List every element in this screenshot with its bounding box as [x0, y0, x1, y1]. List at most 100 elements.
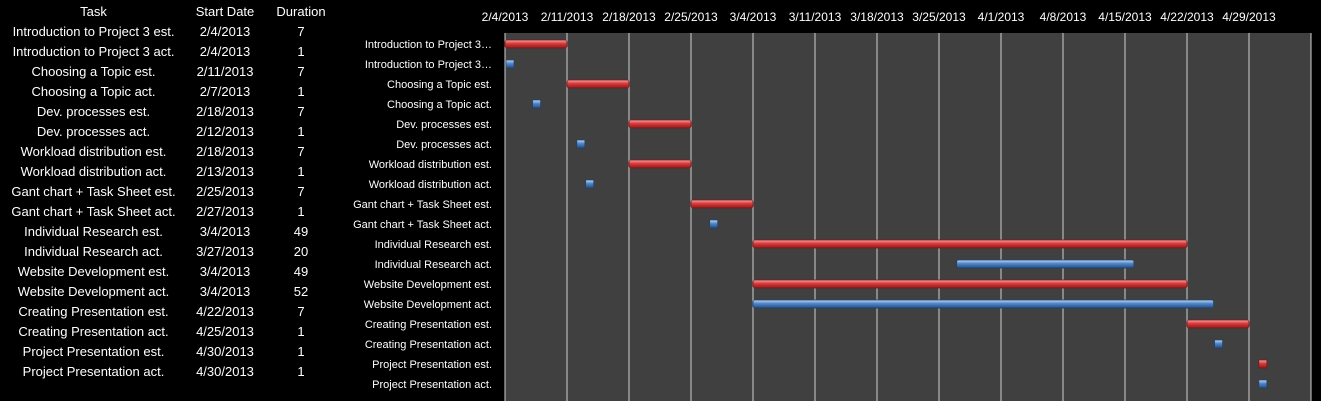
start-date-cell: 2/4/2013: [199, 44, 251, 59]
start-date-cell: 2/12/2013: [196, 124, 254, 139]
category-label: Introduction to Project 3…: [365, 59, 492, 71]
start-date-cell: 4/25/2013: [196, 324, 254, 339]
task-table: Task Start Date Duration Introduction to Pr…: [0, 0, 340, 401]
task-name-cell: Website Development est.: [17, 264, 170, 279]
bar-actual: [532, 99, 541, 109]
category-label: Website Development est.: [364, 279, 492, 291]
duration-cell: 7: [297, 184, 305, 199]
task-name-cell: Choosing a Topic est.: [31, 64, 156, 79]
duration-cell: 7: [297, 104, 305, 119]
bar-estimate: [628, 159, 692, 169]
bar-estimate: [566, 79, 630, 89]
task-name-cell: Introduction to Project 3 act.: [12, 44, 175, 59]
duration-cell: 20: [293, 244, 309, 259]
x-tick-label: 3/18/2013: [850, 10, 904, 24]
category-label: Dev. processes act.: [396, 139, 492, 151]
start-date-cell: 3/4/2013: [199, 264, 251, 279]
task-name-cell: Dev. processes est.: [36, 104, 151, 119]
x-tick-label: 4/29/2013: [1222, 10, 1276, 24]
duration-cell: 1: [297, 364, 305, 379]
bar-actual: [956, 259, 1135, 269]
task-name-cell: Workload distribution act.: [20, 164, 167, 179]
category-label: Gant chart + Task Sheet act.: [353, 219, 492, 231]
category-label: Creating Presentation act.: [365, 339, 492, 351]
start-date-cell: 2/25/2013: [196, 184, 254, 199]
category-label: Individual Research act.: [375, 259, 492, 271]
duration-cell: 1: [297, 84, 305, 99]
start-date-cell: 2/11/2013: [196, 64, 254, 79]
category-label: Project Presentation act.: [372, 379, 492, 391]
task-name-cell: Choosing a Topic act.: [31, 84, 156, 99]
start-date-cell: 4/30/2013: [196, 364, 254, 379]
bar-actual: [585, 179, 595, 189]
task-name-cell: Gant chart + Task Sheet act.: [11, 204, 176, 219]
duration-cell: 7: [297, 144, 305, 159]
duration-cell: 1: [297, 324, 305, 339]
duration-cell: 1: [297, 164, 305, 179]
x-tick-label: 3/4/2013: [730, 10, 777, 24]
duration-cell: 49: [293, 224, 309, 239]
bar-estimate: [1258, 359, 1268, 369]
category-label: Gant chart + Task Sheet est.: [353, 199, 492, 211]
header-start-date: Start Date: [195, 4, 255, 19]
bar-estimate: [504, 39, 568, 49]
task-name-cell: Dev. processes act.: [36, 124, 151, 139]
x-tick-label: 2/4/2013: [482, 10, 529, 24]
task-name-cell: Website Development act.: [17, 284, 170, 299]
x-tick-label: 2/18/2013: [602, 10, 656, 24]
bar-estimate: [752, 279, 1188, 289]
category-label: Workload distribution est.: [369, 159, 492, 171]
bar-actual: [576, 139, 586, 149]
duration-cell: 1: [297, 44, 305, 59]
bar-estimate: [628, 119, 692, 129]
category-label: Project Presentation est.: [372, 359, 492, 371]
start-date-cell: 2/18/2013: [196, 104, 254, 119]
category-label: Choosing a Topic est.: [387, 79, 492, 91]
duration-cell: 1: [297, 344, 305, 359]
start-date-cell: 3/4/2013: [199, 284, 251, 299]
x-tick-label: 4/1/2013: [978, 10, 1025, 24]
category-label: Individual Research est.: [375, 239, 492, 251]
task-name-cell: Gant chart + Task Sheet est.: [11, 184, 176, 199]
x-tick-label: 3/11/2013: [789, 10, 842, 24]
start-date-cell: 2/13/2013: [196, 164, 254, 179]
start-date-cell: 2/7/2013: [199, 84, 251, 99]
duration-cell: 1: [297, 204, 305, 219]
start-date-cell: 2/18/2013: [196, 144, 254, 159]
start-date-cell: 4/22/2013: [196, 304, 254, 319]
category-label: Introduction to Project 3…: [365, 39, 492, 51]
duration-cell: 1: [297, 124, 305, 139]
task-name-cell: Introduction to Project 3 est.: [12, 24, 175, 39]
bar-actual: [505, 59, 515, 69]
start-date-cell: 3/27/2013: [196, 244, 254, 259]
start-date-cell: 2/4/2013: [199, 24, 251, 39]
task-name-cell: Project Presentation act.: [22, 364, 165, 379]
x-tick-label: 4/15/2013: [1098, 10, 1152, 24]
x-tick-label: 4/8/2013: [1040, 10, 1087, 24]
bar-actual: [1214, 339, 1223, 349]
header-task: Task: [80, 4, 107, 19]
task-name-cell: Creating Presentation est.: [18, 304, 169, 319]
category-label: Workload distribution act.: [369, 179, 492, 191]
category-label: Website Development act.: [364, 299, 492, 311]
bar-actual: [1258, 379, 1268, 389]
category-label: Dev. processes est.: [396, 119, 492, 131]
bar-estimate: [752, 239, 1188, 249]
duration-cell: 7: [297, 24, 305, 39]
bar-estimate: [690, 199, 754, 209]
category-label: Creating Presentation est.: [365, 319, 492, 331]
task-name-cell: Individual Research est.: [24, 224, 163, 239]
bar-estimate: [1186, 319, 1250, 329]
task-name-cell: Workload distribution est.: [20, 144, 167, 159]
start-date-cell: 3/4/2013: [199, 224, 251, 239]
duration-cell: 7: [297, 304, 305, 319]
bar-actual: [709, 219, 719, 229]
x-tick-label: 4/22/2013: [1160, 10, 1214, 24]
task-name-cell: Individual Research act.: [24, 244, 163, 259]
start-date-cell: 4/30/2013: [196, 344, 254, 359]
duration-cell: 49: [293, 264, 309, 279]
bar-actual: [752, 299, 1214, 309]
task-name-cell: Creating Presentation act.: [18, 324, 169, 339]
duration-cell: 7: [297, 64, 305, 79]
